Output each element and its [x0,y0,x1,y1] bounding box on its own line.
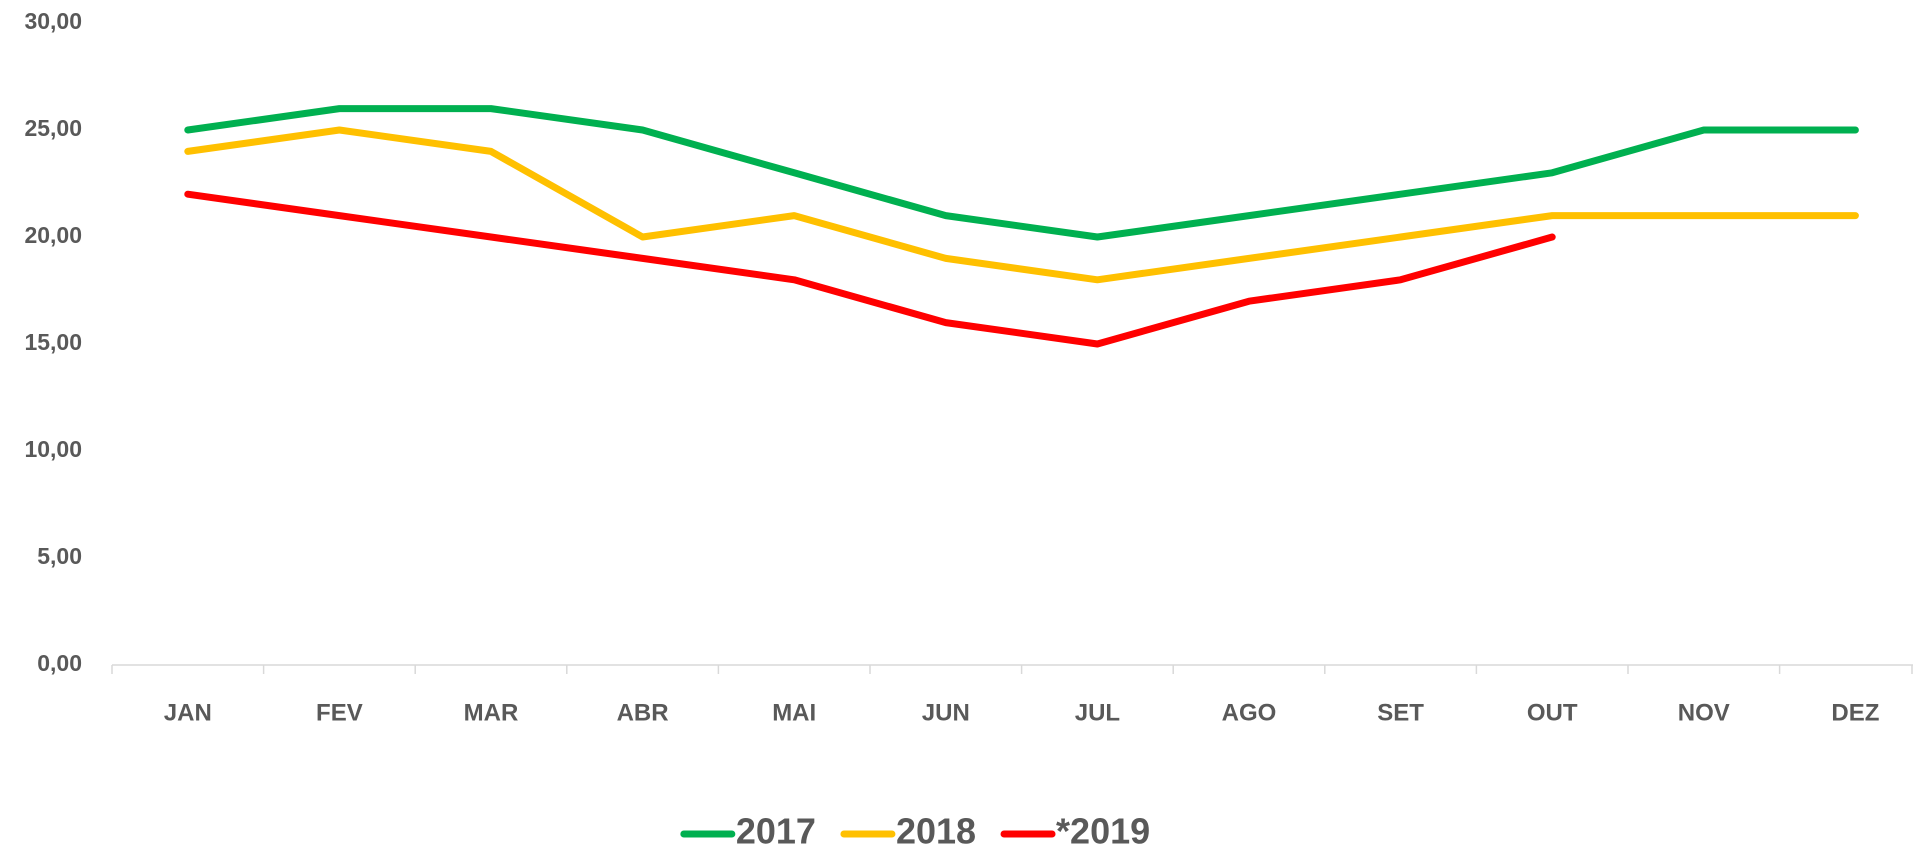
x-tick-label: JUN [922,699,970,726]
legend-label: 2017 [736,811,816,852]
legend-label: 2018 [896,811,976,852]
x-tick-label: NOV [1678,699,1730,726]
x-tick-label: JUL [1075,699,1120,726]
legend-label: *2019 [1056,811,1150,852]
x-tick-label: MAR [464,699,519,726]
x-tick-label: SET [1377,699,1424,726]
series-line [184,190,1556,348]
series-line [184,126,1859,284]
x-tick-label: OUT [1527,699,1578,726]
y-tick-label: 30,00 [24,8,82,34]
series-line [184,105,1859,241]
x-tick-label: AGO [1222,699,1277,726]
x-tick-label: JAN [164,699,212,726]
y-tick-label: 10,00 [24,436,82,462]
y-tick-label: 15,00 [24,329,82,355]
y-tick-label: 25,00 [24,115,82,141]
y-tick-label: 5,00 [37,543,82,569]
x-tick-label: FEV [316,699,363,726]
y-tick-label: 20,00 [24,222,82,248]
x-tick-label: MAI [772,699,816,726]
x-tick-label: ABR [617,699,669,726]
y-tick-label: 0,00 [37,650,82,676]
x-tick-label: DEZ [1831,699,1879,726]
